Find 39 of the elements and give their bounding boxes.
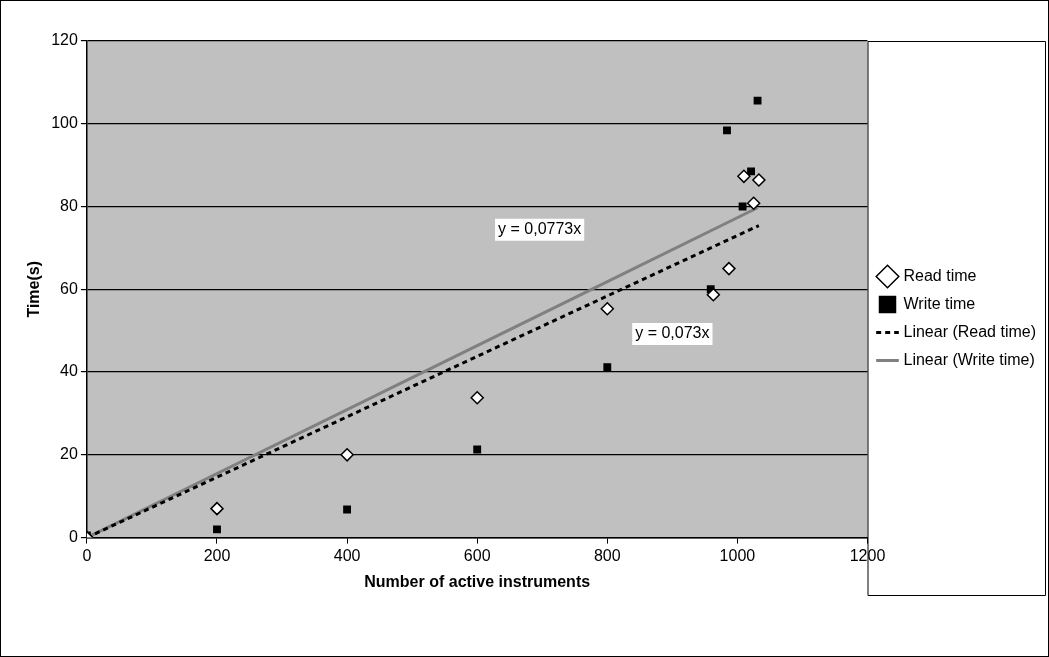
point — [746, 196, 761, 210]
point — [723, 126, 731, 135]
y-tick-label: 80 — [60, 196, 78, 214]
x-tick-label: 200 — [203, 546, 231, 564]
y-tick-label: 120 — [51, 31, 78, 49]
point — [600, 302, 615, 316]
y-tick-label: 0 — [68, 528, 78, 546]
y-axis-title: Time(s) — [25, 261, 43, 318]
legend-label: Write time — [903, 294, 976, 312]
point — [343, 505, 352, 514]
point — [706, 287, 721, 302]
y-tick-label: 40 — [60, 362, 78, 380]
x-tick-label: 0 — [82, 546, 92, 564]
point — [470, 390, 484, 405]
legend-label: Linear (Read time) — [903, 322, 1036, 340]
point — [340, 448, 354, 462]
x-tick-label: 800 — [593, 546, 621, 564]
point — [747, 167, 755, 176]
legend-label: Linear (Write time) — [903, 350, 1035, 368]
point — [752, 173, 766, 187]
point — [210, 501, 224, 516]
point — [473, 445, 482, 454]
y-tick-label: 60 — [60, 279, 78, 297]
point — [213, 525, 221, 534]
point — [738, 202, 747, 211]
point — [737, 169, 751, 184]
x-tick-label: 1200 — [849, 546, 886, 564]
point — [603, 363, 612, 372]
y-tick-label: 100 — [51, 114, 78, 132]
annotation: y = 0,073x — [635, 324, 710, 342]
annotation: y = 0,0773x — [498, 220, 582, 238]
x-tick-label: 1000 — [719, 546, 756, 564]
x-axis-title: Number of active instruments — [364, 572, 591, 590]
x-tick-label: 600 — [463, 546, 491, 564]
x-tick-label: 400 — [333, 546, 361, 564]
point — [753, 96, 762, 105]
legend-label: Read time — [903, 266, 977, 284]
point — [722, 261, 736, 276]
y-tick-label: 20 — [60, 445, 78, 463]
